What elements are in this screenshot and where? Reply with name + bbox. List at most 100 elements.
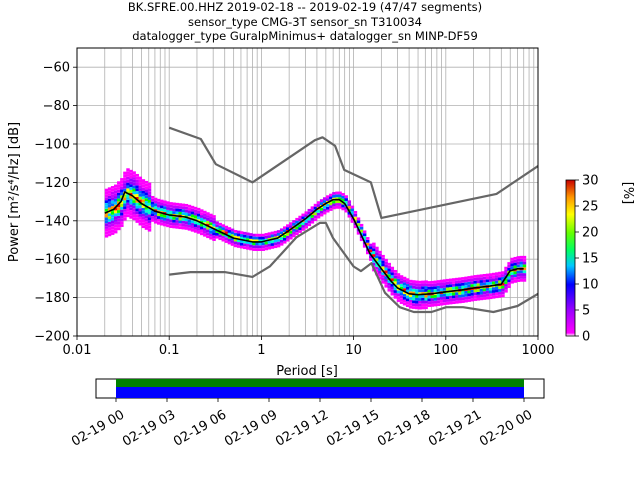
heatmap-cell (513, 259, 517, 263)
heatmap-cell (347, 203, 352, 207)
heatmap-cell (473, 298, 478, 301)
heatmap-cell (200, 215, 204, 218)
heatmap-cell (387, 283, 391, 286)
heatmap-cell (233, 241, 238, 245)
heatmap-cell (120, 186, 124, 190)
heatmap-cell (332, 203, 336, 207)
heatmap-cell (436, 297, 441, 301)
heatmap-cell (150, 204, 155, 208)
heatmap-cell (264, 241, 269, 245)
heatmap-cell (488, 296, 493, 300)
heatmap-cell (120, 201, 124, 204)
heatmap-cell (141, 202, 146, 206)
heatmap-cell (439, 297, 444, 300)
heatmap-cell (255, 245, 259, 249)
heatmap-cell (485, 293, 490, 297)
heatmap-cell (129, 210, 133, 213)
x-tick-label: 0.01 (63, 343, 92, 358)
heatmap-cell (289, 230, 293, 234)
heatmap-cell (384, 279, 388, 282)
heatmap-cell (304, 220, 308, 223)
heatmap-cell (344, 195, 348, 199)
heatmap-cell (172, 222, 176, 226)
heatmap-cell (307, 211, 312, 215)
heatmap-cell (513, 262, 517, 266)
heatmap-cell (166, 218, 170, 222)
heatmap-cell (467, 299, 471, 302)
heatmap-cell (215, 227, 219, 230)
heatmap-cell (135, 179, 139, 183)
y-axis-ticks: −200 −180 −160 −140 −120 −100 −80 −60 (34, 61, 77, 345)
heatmap-cell (286, 238, 290, 242)
heatmap-cell (255, 236, 259, 240)
heatmap-cell (479, 288, 484, 292)
heatmap-cell (507, 285, 511, 288)
heatmap-cell (166, 204, 170, 207)
heatmap-cell (353, 225, 358, 229)
heatmap-cell (184, 212, 189, 216)
heatmap-cell (113, 187, 118, 191)
heatmap-cell (418, 298, 422, 301)
heatmap-cell (126, 199, 130, 203)
heatmap-cell (138, 182, 143, 186)
heatmap-cell (246, 235, 250, 239)
heatmap-cell (144, 227, 149, 230)
heatmap-cell (412, 283, 416, 286)
heatmap-cell (405, 298, 410, 302)
heatmap-cell (433, 300, 438, 304)
heatmap-cell (396, 299, 401, 302)
heatmap-cell (310, 217, 315, 221)
heatmap-cell (120, 212, 124, 216)
heatmap-cell (150, 213, 155, 217)
heatmap-cell (473, 275, 478, 278)
heatmap-cell (393, 275, 398, 279)
heatmap-cell (178, 217, 182, 221)
heatmap-cell (393, 269, 398, 273)
heatmap-cell (378, 259, 382, 263)
heatmap-cell (452, 295, 456, 299)
heatmap-cell (353, 210, 358, 214)
heatmap-cell (448, 295, 453, 299)
heatmap-cell (409, 302, 413, 306)
heatmap-cell (501, 274, 505, 277)
heatmap-cell (335, 191, 339, 195)
heatmap-cell (110, 211, 115, 215)
heatmap-cell (396, 296, 401, 300)
heatmap-cell (196, 216, 201, 220)
heatmap-cell (510, 277, 514, 281)
heatmap-cell (239, 242, 244, 246)
heatmap-cell (393, 287, 398, 291)
heatmap-cell (316, 212, 321, 216)
heatmap-cell (316, 209, 321, 213)
heatmap-cell (135, 199, 139, 203)
heatmap-cell (372, 248, 376, 252)
heatmap-cell (316, 204, 321, 207)
heatmap-cell (448, 292, 453, 296)
heatmap-cell (405, 281, 410, 284)
heatmap-cell (470, 281, 474, 285)
heatmap-cell (190, 214, 195, 218)
heatmap-cell (341, 204, 345, 208)
heatmap-cell (172, 211, 176, 214)
heatmap-cell (163, 206, 167, 210)
heatmap-cell (519, 261, 524, 265)
heatmap-cell (187, 210, 192, 214)
heatmap-cell (283, 226, 287, 230)
heatmap-cell (184, 218, 189, 222)
heatmap-cell (221, 235, 226, 239)
heatmap-cell (104, 217, 109, 221)
heatmap-cell (206, 235, 210, 239)
heatmap-cell (292, 231, 296, 235)
heatmap-cell (445, 293, 450, 297)
heatmap-cell (129, 189, 133, 193)
heatmap-cell (424, 294, 428, 298)
heatmap-cell (362, 244, 367, 248)
heatmap-cell (424, 286, 428, 289)
heatmap-cell (138, 205, 143, 209)
heatmap-cell (110, 194, 115, 198)
heatmap-cell (313, 203, 318, 207)
heatmap-cell (181, 223, 186, 227)
heatmap-cell (347, 214, 352, 218)
heatmap-cell (433, 286, 438, 290)
heatmap-cell (501, 288, 505, 292)
